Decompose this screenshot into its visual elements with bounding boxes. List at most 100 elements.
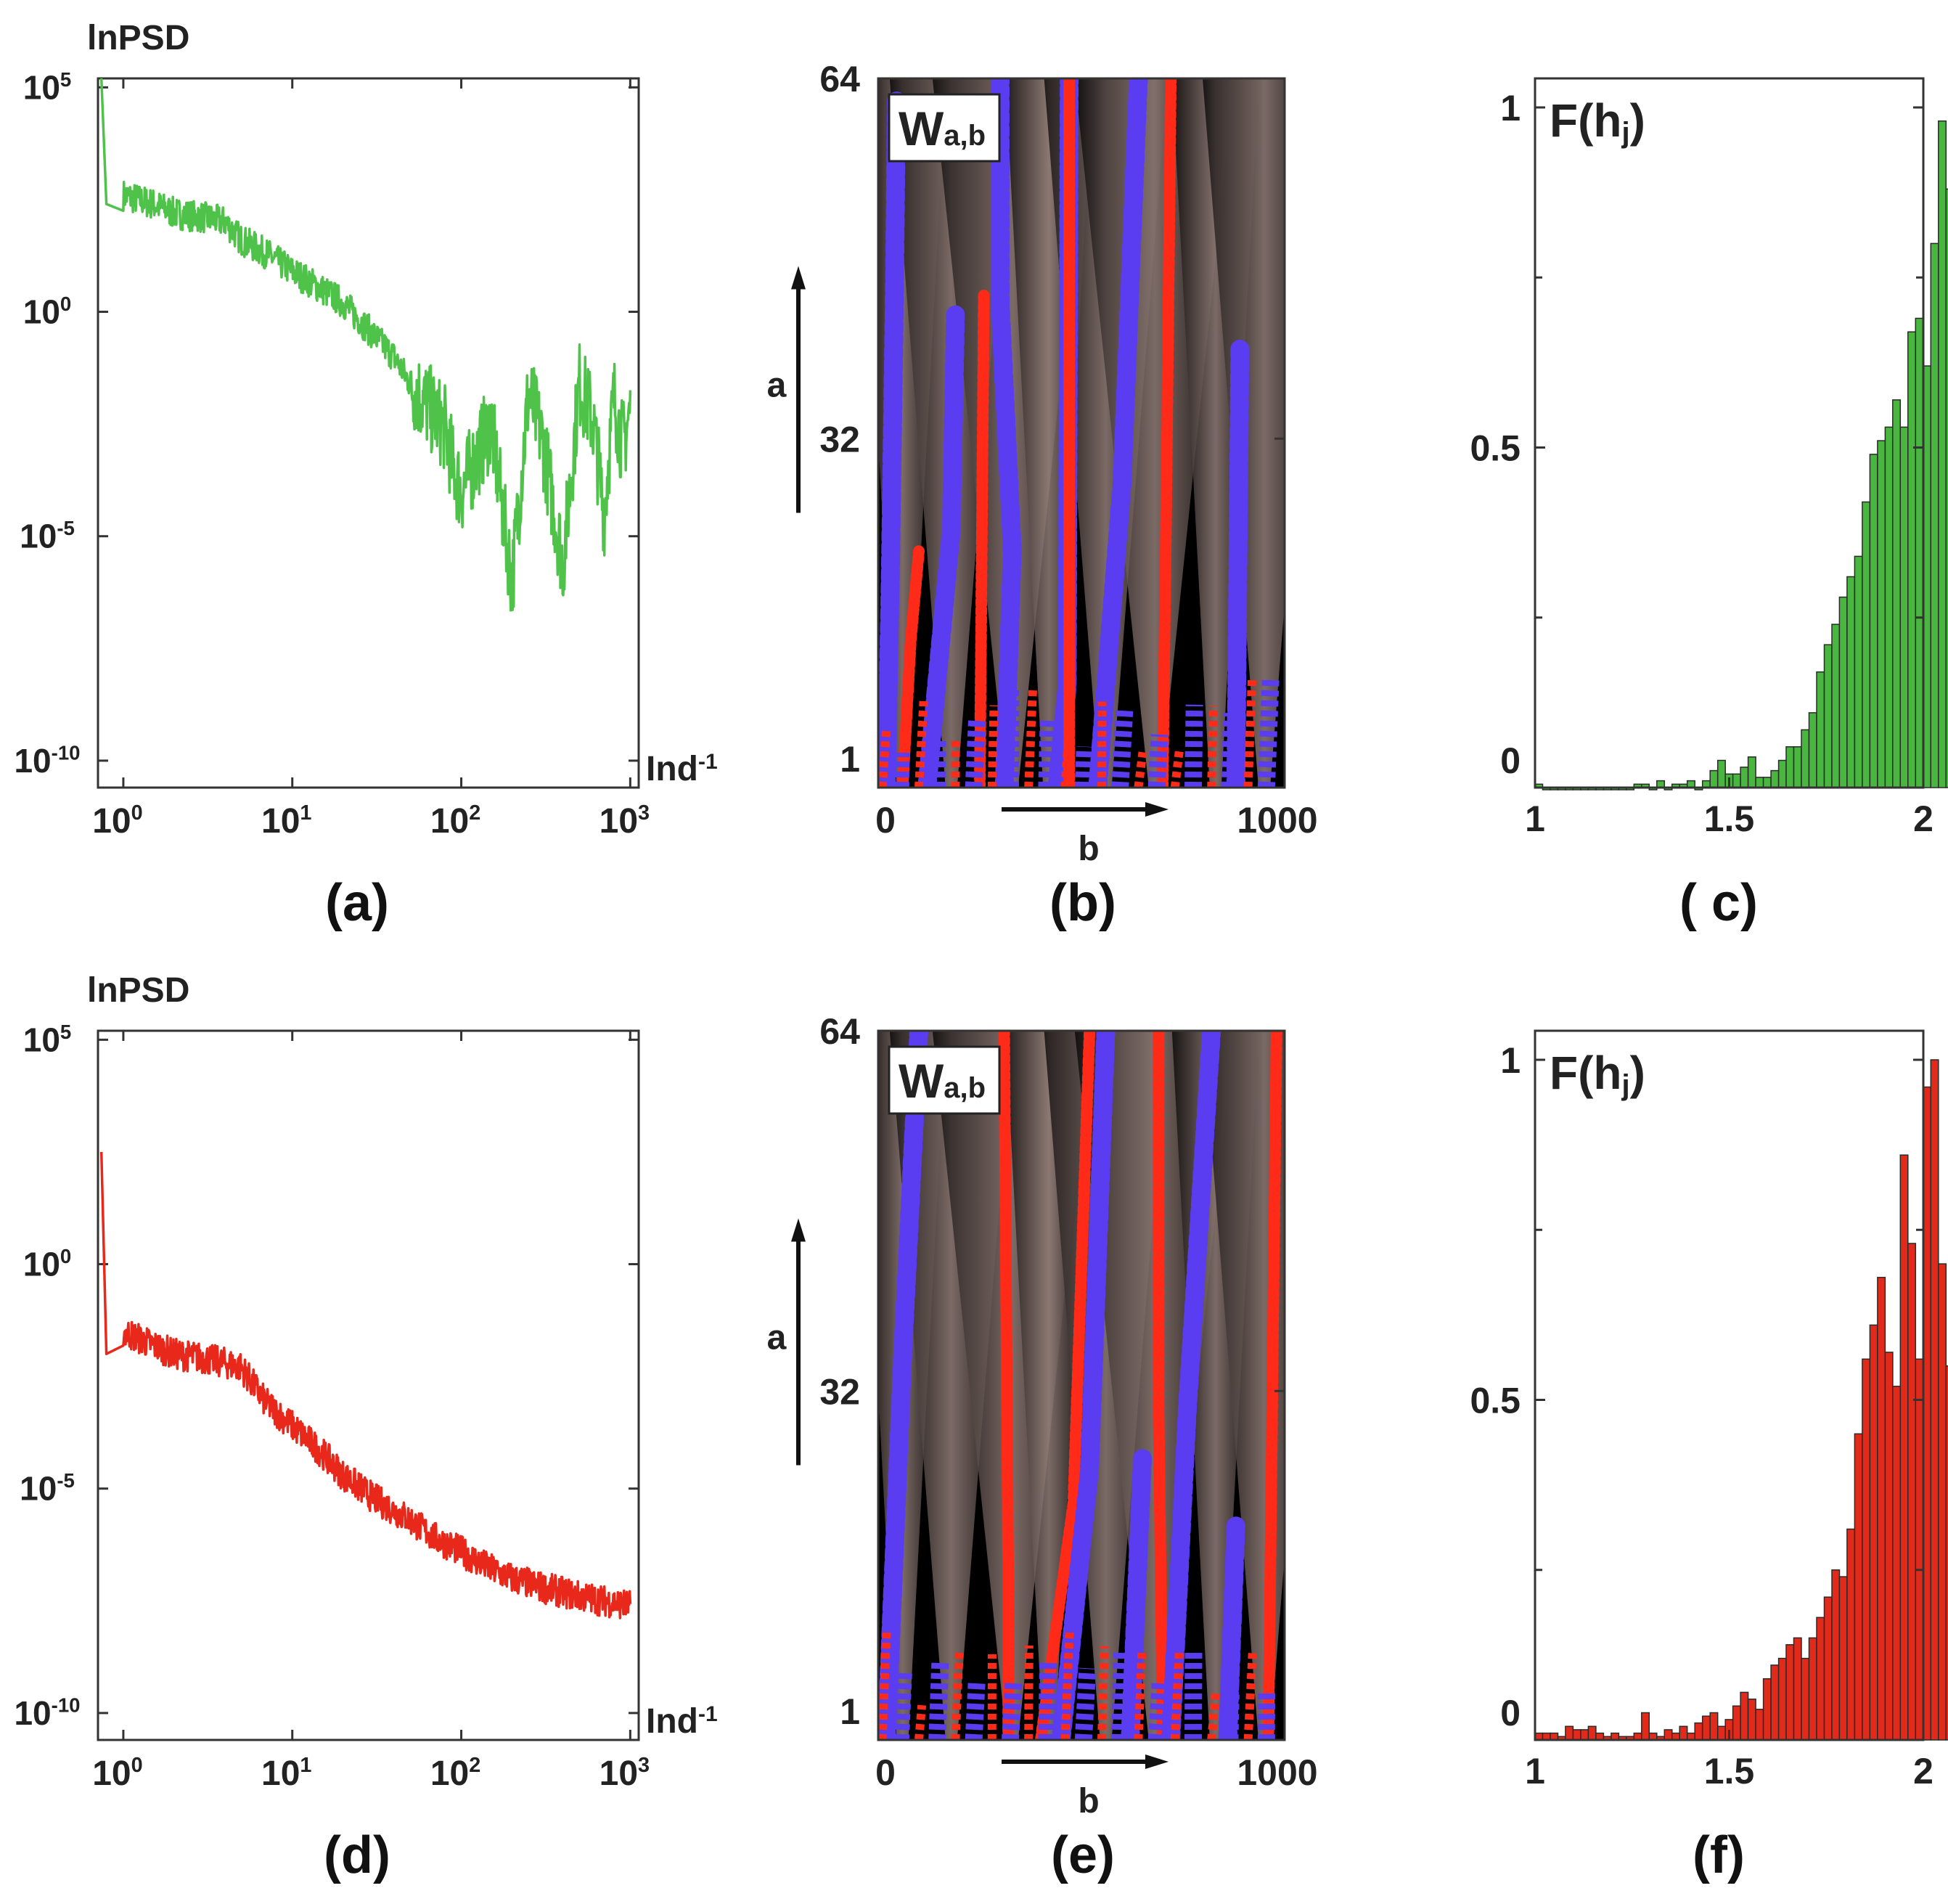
histogram-bar — [1831, 1569, 1841, 1741]
y-tick-label: 10-10 — [14, 1693, 80, 1731]
maxima-chain-red — [1262, 1031, 1282, 1740]
panel-b-wavelet: 1 32 64 0 1000 a b Wa,b — [767, 59, 1318, 868]
histogram-bar — [1915, 1358, 1924, 1741]
x-tick-label: 2 — [1913, 798, 1933, 839]
wavelet-title: Wa,b — [899, 102, 986, 155]
histogram-bar — [1808, 1637, 1817, 1741]
x-tick-label: 103 — [599, 801, 650, 841]
histogram-bar — [1747, 756, 1756, 788]
histogram-bar — [1899, 426, 1909, 788]
x-axis-label: Ind-1 — [646, 1702, 718, 1741]
psd-series-line — [99, 78, 632, 612]
histogram-bar — [1854, 1433, 1863, 1741]
maxima-short-chain — [1111, 1652, 1131, 1740]
y-tick-label: 10-5 — [20, 517, 75, 555]
x-tick-label: 102 — [430, 801, 480, 841]
y-tick-label: 0 — [1500, 1693, 1521, 1733]
a-axis-label: a — [767, 1319, 787, 1357]
maxima-chain-blue — [1161, 1031, 1221, 1740]
histogram-bar — [1716, 759, 1726, 788]
maxima-chain-blue — [1088, 78, 1148, 788]
histogram-bar — [1580, 1729, 1589, 1741]
histogram-bar — [1716, 1725, 1726, 1741]
histogram-bar — [1862, 1358, 1871, 1741]
histogram-bar — [1663, 1729, 1673, 1741]
histogram-bar — [1762, 1678, 1772, 1741]
y-tick-label: 105 — [23, 68, 72, 106]
maxima-short-chain — [891, 1671, 912, 1740]
y-tick-label: 0.5 — [1470, 428, 1521, 469]
maxima-short-chain — [1147, 734, 1169, 788]
maxima-chain-red — [1153, 1031, 1169, 1740]
x-tick-label: 100 — [92, 801, 142, 841]
histogram-bar — [1869, 454, 1878, 788]
panel-c-histogram: 0 0.5 1 1 1.5 2 F(hj) — [1470, 77, 1948, 839]
b-axis-arrowhead — [1145, 1754, 1169, 1769]
histogram-bar — [1892, 1386, 1902, 1741]
maxima-chain-red — [974, 286, 990, 788]
title-box — [888, 1045, 1001, 1115]
histogram-bar — [1816, 671, 1825, 788]
maxima-chain-blue — [1121, 1449, 1152, 1740]
histogram-bar — [1907, 331, 1917, 788]
histogram-bar — [1877, 440, 1886, 788]
histogram-bar — [1945, 1365, 1948, 1741]
histogram-bar — [1747, 1699, 1756, 1741]
maxima-short-chain — [1221, 1694, 1240, 1740]
maxima-short-chain — [1074, 1667, 1097, 1740]
x-tick-label: 1.5 — [1704, 1751, 1755, 1791]
histogram-bar — [1930, 242, 1939, 788]
x-tick-label: 1 — [1525, 1751, 1545, 1791]
a-axis-arrowhead — [791, 1218, 806, 1242]
x-tick-label: 1 — [1525, 798, 1545, 839]
maxima-short-chain — [878, 1629, 891, 1740]
histogram-bar — [1740, 1691, 1749, 1741]
histogram-bar — [1838, 1576, 1848, 1741]
histogram-bar — [1770, 769, 1780, 788]
maxima-chain-blue — [878, 1031, 928, 1740]
y-axis-label: lnPSD — [87, 19, 189, 57]
histogram-bar — [1846, 1528, 1856, 1741]
maxima-chain-red — [1157, 78, 1177, 788]
histogram-bar — [1831, 624, 1841, 788]
y-tick-label: 0.5 — [1470, 1381, 1521, 1421]
histogram-bar — [1755, 1709, 1764, 1741]
maxima-short-chain — [1038, 1659, 1057, 1740]
x-tick-label: 1.5 — [1704, 798, 1755, 839]
y-tick-label: 10-5 — [20, 1469, 75, 1507]
maxima-short-chain — [1207, 1689, 1221, 1740]
maxima-short-chain — [1184, 704, 1203, 788]
histogram-bar — [1755, 777, 1764, 788]
histogram-bar — [1846, 576, 1856, 788]
maxima-short-chain — [1243, 1653, 1257, 1740]
histogram-bar — [1572, 1729, 1581, 1741]
a-axis-arrowhead — [791, 266, 806, 290]
histogram-bar — [1930, 1059, 1939, 1741]
y-tick-label: 1 — [1500, 88, 1521, 128]
maxima-chain-blue — [917, 305, 965, 788]
histogram-bar — [1694, 1722, 1703, 1741]
plot-frame — [877, 1029, 1286, 1741]
y-tick-label: 105 — [23, 1021, 72, 1058]
maxima-short-chain — [1170, 751, 1184, 788]
caption-f: (f) — [1693, 1826, 1745, 1884]
b-axis-label: b — [1078, 830, 1099, 868]
x-tick-label: 1000 — [1237, 800, 1317, 841]
histogram-bar — [1945, 188, 1948, 788]
caption-d: (d) — [324, 1826, 390, 1884]
plot-frame — [877, 77, 1286, 789]
histogram-bar — [1679, 1725, 1688, 1741]
histogram-bar — [1777, 1657, 1787, 1741]
y-tick-label: 100 — [23, 293, 72, 330]
histogram-bar — [1884, 426, 1894, 788]
x-tick-label: 102 — [430, 1754, 480, 1793]
maxima-short-chain — [1038, 719, 1057, 788]
x-tick-label: 103 — [599, 1754, 650, 1793]
y-tick-label: 1 — [840, 1691, 860, 1732]
maxima-chain-red — [1035, 1031, 1096, 1740]
histogram-bar — [1785, 746, 1795, 788]
histogram-bar — [1808, 712, 1817, 788]
maxima-chain-red — [998, 1031, 1015, 1740]
wavelet-field — [878, 1031, 1285, 1740]
maxima-short-chain — [1024, 1645, 1034, 1740]
